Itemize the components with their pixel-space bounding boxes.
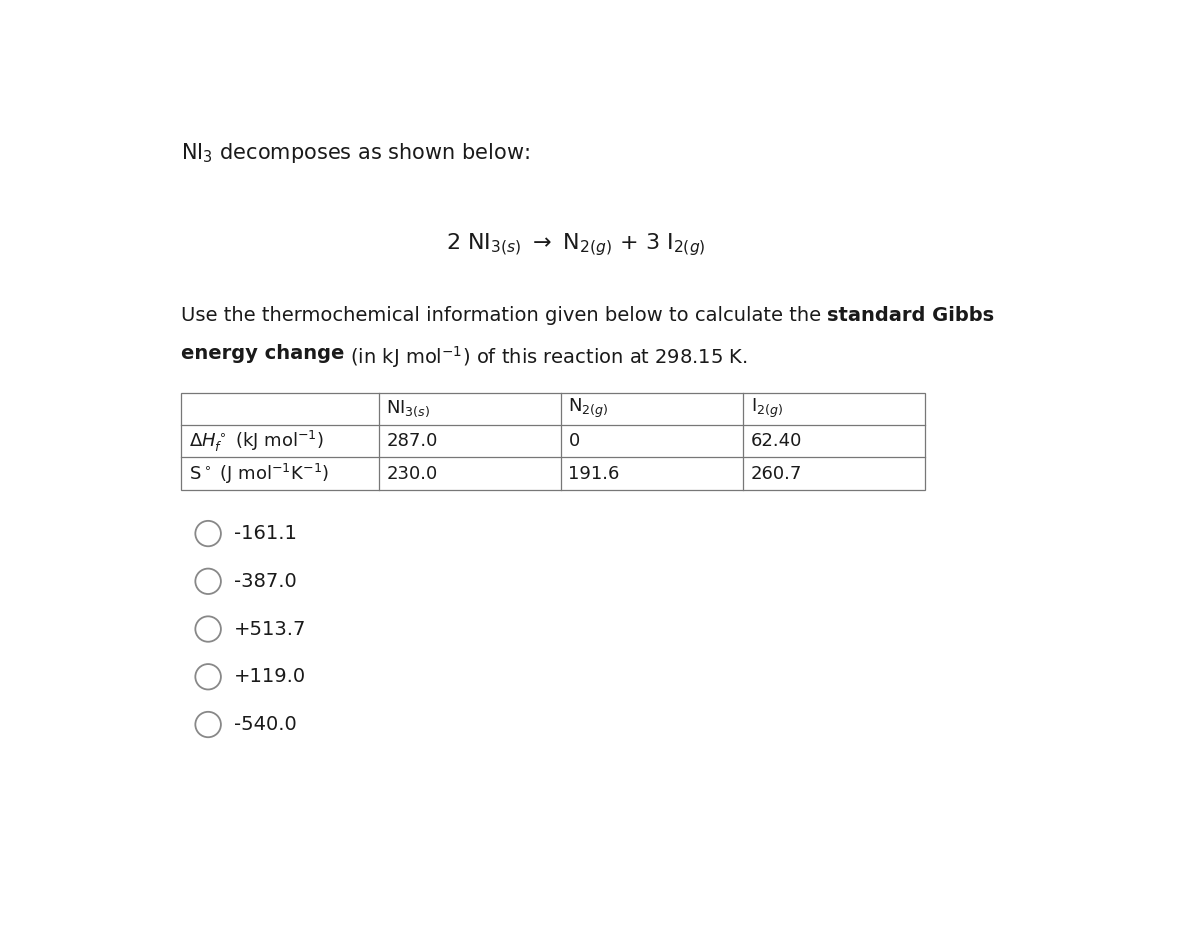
- Text: 0: 0: [569, 432, 580, 450]
- Text: -387.0: -387.0: [234, 572, 296, 591]
- Text: I$_{2(g)}$: I$_{2(g)}$: [751, 397, 782, 420]
- Text: energy change: energy change: [181, 344, 344, 363]
- Text: +119.0: +119.0: [234, 668, 306, 686]
- Text: 62.40: 62.40: [751, 432, 802, 450]
- Text: N$_{2(g)}$: N$_{2(g)}$: [569, 397, 608, 420]
- Text: $\Delta H_f^\circ$ (kJ mol$^{-1}$): $\Delta H_f^\circ$ (kJ mol$^{-1}$): [188, 429, 324, 454]
- Text: NI$_{3(s)}$: NI$_{3(s)}$: [386, 399, 431, 419]
- Bar: [181, 392, 925, 490]
- Text: S$^\circ$ (J mol$^{-1}$K$^{-1}$): S$^\circ$ (J mol$^{-1}$K$^{-1}$): [188, 461, 329, 485]
- Text: 230.0: 230.0: [386, 464, 438, 483]
- Text: NI$_3$ decomposes as shown below:: NI$_3$ decomposes as shown below:: [181, 140, 530, 165]
- Text: -540.0: -540.0: [234, 715, 296, 734]
- Text: 2 NI$_{3(s)}$ $\rightarrow$ N$_{2(g)}$ + 3 I$_{2(g)}$: 2 NI$_{3(s)}$ $\rightarrow$ N$_{2(g)}$ +…: [446, 231, 706, 258]
- Text: 287.0: 287.0: [386, 432, 438, 450]
- Text: standard Gibbs: standard Gibbs: [827, 306, 995, 325]
- Text: (in kJ mol$^{-1}$) of this reaction at 298.15 K.: (in kJ mol$^{-1}$) of this reaction at 2…: [344, 344, 748, 370]
- Text: +513.7: +513.7: [234, 619, 306, 639]
- Text: 191.6: 191.6: [569, 464, 620, 483]
- Text: 260.7: 260.7: [751, 464, 802, 483]
- Text: Use the thermochemical information given below to calculate the: Use the thermochemical information given…: [181, 306, 827, 325]
- Text: -161.1: -161.1: [234, 525, 296, 543]
